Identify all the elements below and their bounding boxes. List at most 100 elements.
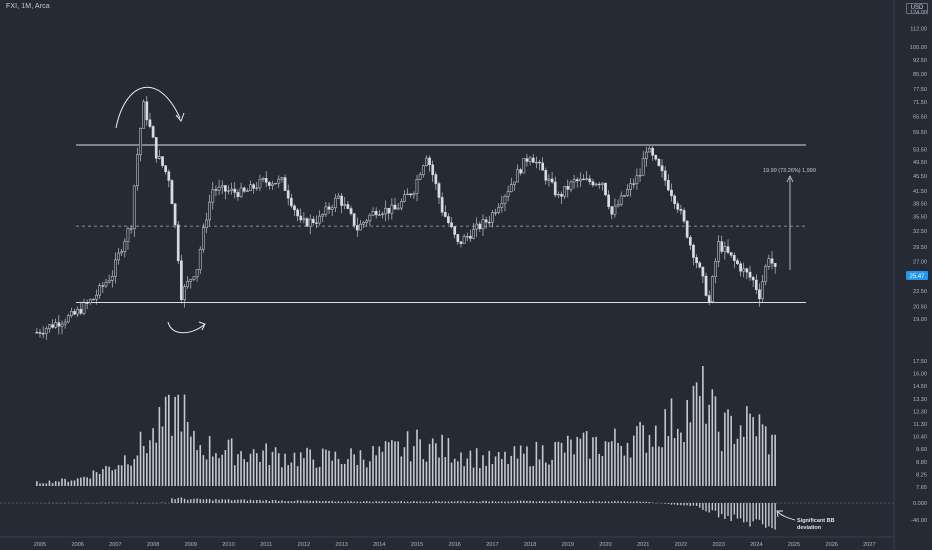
bb-bar xyxy=(607,501,610,503)
volume-bar xyxy=(331,460,333,486)
candle-body xyxy=(227,190,230,192)
volume-bar xyxy=(519,445,522,486)
bb-bar xyxy=(670,503,673,505)
bb-bar xyxy=(692,503,695,506)
volume-bar xyxy=(45,483,48,486)
volume-bar xyxy=(152,428,154,486)
bb-bar xyxy=(284,501,286,503)
volume-bar xyxy=(299,452,302,486)
bb-bar xyxy=(746,503,748,522)
volume-bar xyxy=(749,413,751,486)
candle-body xyxy=(76,308,80,315)
y-tick-label: 17.50 xyxy=(913,359,927,365)
bb-bar xyxy=(771,503,773,529)
volume-bar xyxy=(240,451,242,486)
candle-body xyxy=(736,260,739,265)
volume-bar xyxy=(541,445,544,486)
volume-bar xyxy=(567,435,569,486)
volume-bar xyxy=(375,455,377,486)
candle-body xyxy=(176,224,180,262)
volume-bar xyxy=(356,465,359,486)
candle-body xyxy=(472,228,475,239)
x-tick-label: 2007 xyxy=(109,542,121,548)
volume-bar xyxy=(89,478,92,486)
candle-body xyxy=(503,195,507,204)
bb-bar xyxy=(611,501,613,503)
bb-bar xyxy=(457,501,459,503)
bb-bar xyxy=(532,500,534,503)
candle-body xyxy=(531,157,535,163)
bb-bar xyxy=(315,500,318,503)
bb-bar xyxy=(281,500,283,503)
bb-bar xyxy=(727,503,729,516)
volume-bar xyxy=(296,466,299,486)
candle-body xyxy=(117,252,120,261)
volume-bar xyxy=(730,415,732,486)
volume-bar xyxy=(507,464,509,486)
candle-body xyxy=(673,195,676,204)
bb-bar xyxy=(614,500,616,503)
bb-bar xyxy=(592,500,594,503)
candle-body xyxy=(695,257,698,264)
bb-bar xyxy=(523,500,525,503)
bb-bar xyxy=(344,501,346,503)
candle-body xyxy=(205,219,208,228)
bb-bar xyxy=(620,501,622,503)
volume-bar xyxy=(334,451,337,486)
x-tick-label: 2015 xyxy=(411,542,423,548)
volume-bar xyxy=(328,450,330,486)
bb-bar xyxy=(397,501,399,503)
candle-body xyxy=(396,207,400,210)
volume-bar xyxy=(120,465,123,486)
candle-body xyxy=(381,213,384,216)
volume-bar xyxy=(70,480,73,486)
candle-body xyxy=(236,192,240,197)
candle-body xyxy=(95,294,98,300)
bb-bar xyxy=(585,501,588,503)
candle-body xyxy=(258,179,262,189)
volume-bar xyxy=(202,455,205,486)
bb-bar xyxy=(306,500,308,503)
volume-bar xyxy=(629,457,632,486)
volume-bar xyxy=(67,481,70,486)
currency-button[interactable]: USD xyxy=(906,3,928,14)
candle-body xyxy=(732,255,736,261)
volume-bar xyxy=(604,441,607,486)
candle-body xyxy=(459,241,463,244)
candle-body xyxy=(591,181,595,186)
candle-body xyxy=(403,194,406,202)
candle-body xyxy=(233,188,237,193)
bb-bar xyxy=(633,501,635,503)
candle-body xyxy=(54,322,58,328)
candle-body xyxy=(359,223,362,231)
candle-body xyxy=(365,220,369,223)
candle-body xyxy=(516,169,519,183)
bb-bar xyxy=(205,499,208,503)
bb-bar xyxy=(466,501,468,503)
candle-body xyxy=(443,212,447,217)
bb-bar xyxy=(312,500,315,503)
price-candles xyxy=(35,96,777,340)
volume-bar xyxy=(560,442,563,486)
candle-body xyxy=(88,299,92,304)
bb-note-arrowhead xyxy=(776,510,783,518)
x-tick-label: 2021 xyxy=(637,542,649,548)
candle-body xyxy=(717,241,720,262)
bb-bar xyxy=(736,503,739,519)
candle-body xyxy=(758,289,761,300)
bb-bar xyxy=(290,501,293,503)
bb-bar xyxy=(617,501,619,503)
bb-bar xyxy=(765,503,767,528)
candle-body xyxy=(666,180,670,191)
candle-body xyxy=(462,236,466,244)
candle-body xyxy=(41,333,45,335)
volume-bar xyxy=(535,441,538,486)
volume-bar xyxy=(394,441,396,486)
candle-body xyxy=(173,203,177,226)
candle-body xyxy=(723,246,727,252)
volume-bar xyxy=(673,438,676,486)
candle-body xyxy=(701,266,705,277)
bb-bar xyxy=(410,501,412,503)
volume-bar xyxy=(391,440,393,486)
